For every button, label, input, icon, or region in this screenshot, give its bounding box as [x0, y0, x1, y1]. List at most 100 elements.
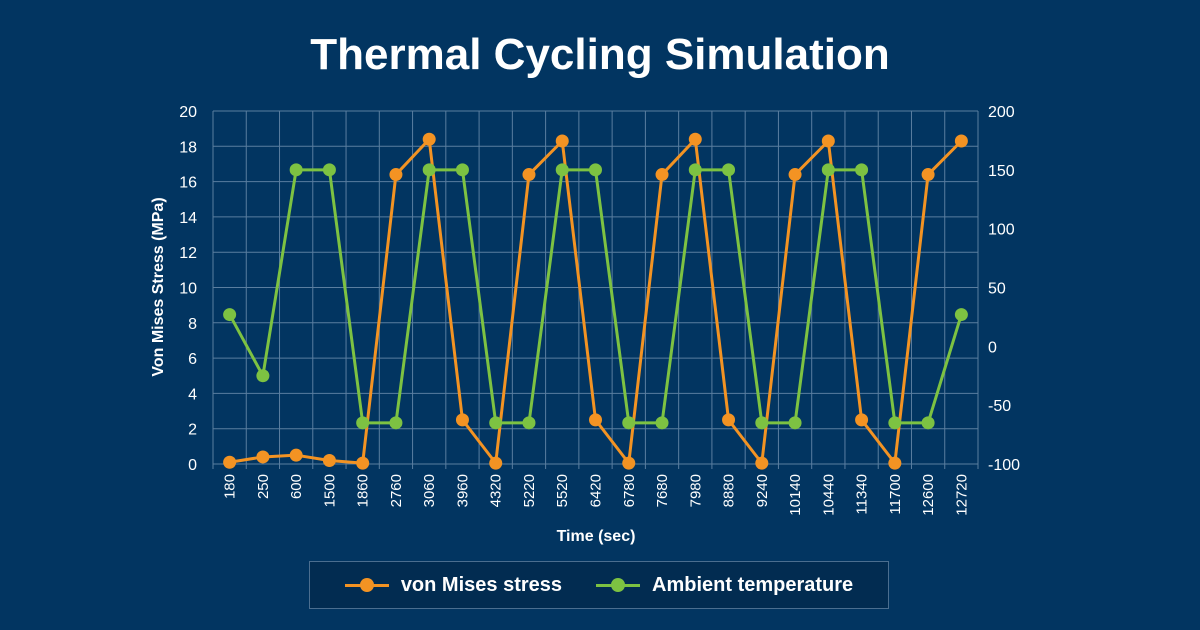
- series-stress: [223, 132, 968, 470]
- data-point: [422, 163, 436, 177]
- data-point: [855, 163, 869, 177]
- x-tick-label: 12720: [953, 474, 970, 516]
- y-tick-label: 0: [188, 457, 197, 474]
- x-tick-label: 600: [288, 474, 305, 499]
- x-tick-label: 2760: [388, 474, 405, 507]
- data-point: [954, 134, 968, 148]
- y-tick-label: 6: [188, 351, 197, 368]
- data-point: [788, 416, 802, 430]
- series-line: [228, 168, 963, 425]
- y-tick-label: 16: [179, 175, 197, 192]
- data-point: [322, 163, 336, 177]
- x-tick-label: 10440: [820, 474, 837, 516]
- x-tick-label: 4320: [488, 474, 505, 507]
- x-tick-label: 1500: [321, 474, 338, 507]
- x-tick-label: 8880: [721, 474, 738, 507]
- x-tick-label: 5520: [554, 474, 571, 507]
- data-point: [722, 413, 736, 427]
- data-point: [888, 456, 902, 470]
- data-point: [821, 163, 835, 177]
- legend-label-temperature: Ambient temperature: [652, 573, 854, 596]
- y-tick-label: 12: [179, 245, 197, 262]
- data-point: [223, 308, 237, 322]
- legend-item-temperature: Ambient temperature: [596, 574, 853, 597]
- x-tick-label: 1860: [355, 474, 372, 507]
- data-point: [256, 450, 270, 464]
- x-axis-ticks: 180 250 600 1500 1860 2760 3060 3960 4320 5220 552…: [222, 474, 971, 516]
- x-tick-label: 11340: [854, 474, 871, 515]
- data-point: [589, 413, 602, 427]
- y2-tick-label: 200: [988, 104, 1015, 121]
- data-point: [622, 416, 636, 430]
- y-tick-label: 8: [188, 316, 197, 333]
- data-point: [755, 456, 769, 470]
- legend-swatch-temperature: [596, 578, 641, 592]
- y-tick-label: 10: [179, 281, 197, 298]
- data-point: [788, 168, 802, 182]
- data-point: [522, 168, 536, 182]
- data-point: [522, 416, 536, 430]
- x-tick-label: 5220: [521, 474, 538, 507]
- data-point: [223, 455, 237, 469]
- data-point: [855, 413, 869, 427]
- data-point: [289, 448, 303, 462]
- legend-label-stress: von Mises stress: [400, 573, 563, 596]
- y2-tick-label: 100: [988, 222, 1015, 239]
- x-tick-label: 9240: [754, 474, 771, 507]
- x-tick-label: 11700: [887, 474, 904, 515]
- data-point: [422, 132, 436, 146]
- data-point: [888, 416, 902, 430]
- data-point: [489, 416, 503, 430]
- x-tick-label: 10140: [787, 474, 804, 516]
- y-tick-label: 4: [188, 386, 197, 403]
- y2-tick-label: 50: [988, 281, 1006, 298]
- data-point: [455, 163, 469, 177]
- x-tick-label: 6780: [621, 474, 638, 507]
- x-tick-label: 180: [222, 474, 239, 499]
- series-layer: [223, 132, 968, 470]
- x-tick-label: 3960: [454, 474, 471, 507]
- y2-tick-label: 150: [988, 163, 1015, 180]
- data-point: [589, 163, 602, 177]
- data-point: [389, 416, 403, 430]
- x-tick-label: 7980: [687, 474, 704, 507]
- data-point: [722, 163, 736, 177]
- y-tick-label: 14: [179, 210, 197, 227]
- data-point: [655, 416, 669, 430]
- data-point: [821, 134, 835, 148]
- data-point: [921, 168, 935, 182]
- y2-tick-label: 0: [988, 339, 997, 356]
- y-axis-label: Von Mises Stress (MPa): [150, 197, 167, 376]
- x-axis-label: Time (sec): [557, 528, 636, 545]
- data-point: [356, 416, 370, 430]
- legend-item-stress: von Mises stress: [344, 573, 563, 597]
- x-tick-label: 250: [255, 474, 272, 499]
- data-point: [489, 456, 503, 470]
- right-axis-ticks: -100 -50 0 50 100 150 200: [988, 104, 1020, 474]
- data-point: [555, 163, 569, 177]
- data-point: [322, 453, 336, 467]
- x-tick-label: 7680: [654, 474, 671, 507]
- series-temperature: [223, 163, 968, 430]
- y-tick-label: 18: [179, 139, 197, 156]
- chart-title: Thermal Cycling Simulation: [310, 30, 890, 79]
- data-point: [555, 134, 569, 148]
- y-tick-label: 20: [179, 104, 197, 121]
- data-point: [389, 168, 403, 182]
- data-point: [356, 456, 370, 470]
- legend: von Mises stress Ambient temperature: [309, 561, 889, 609]
- data-point: [954, 308, 968, 322]
- data-point: [688, 163, 702, 177]
- x-tick-label: 6420: [588, 474, 605, 507]
- data-point: [655, 168, 669, 182]
- x-tick-label: 3060: [421, 474, 438, 507]
- data-point: [622, 456, 636, 470]
- legend-swatch-stress: [344, 578, 389, 592]
- data-point: [289, 163, 303, 177]
- x-tick-label: 12600: [920, 474, 937, 516]
- y2-tick-label: -50: [988, 398, 1011, 415]
- data-point: [921, 416, 935, 430]
- data-point: [455, 413, 469, 427]
- left-axis-ticks: 0 2 4 6 8 10 12 14 16 18 20: [179, 104, 197, 474]
